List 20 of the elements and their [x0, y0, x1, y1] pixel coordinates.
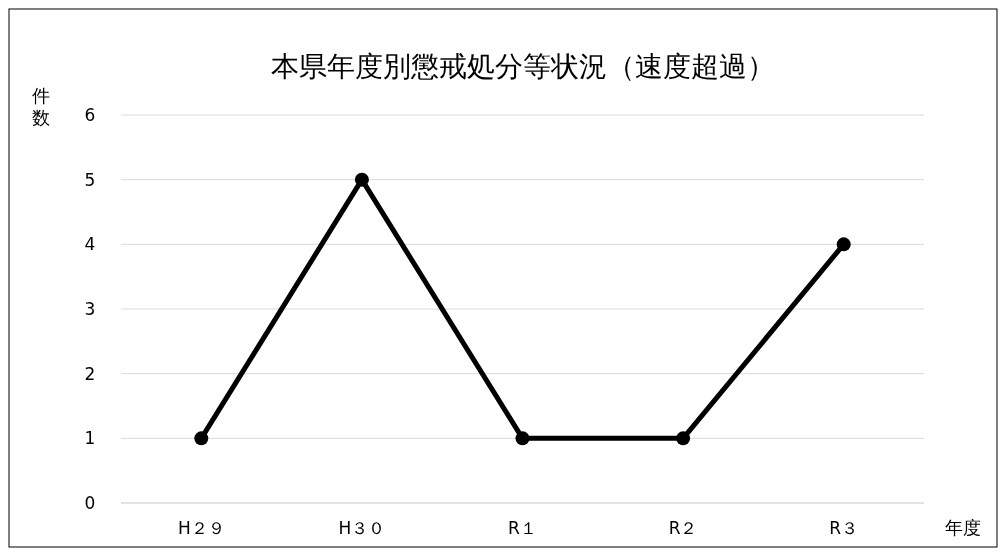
y-tick-label: 0: [84, 493, 96, 513]
y-tick-label: 3: [84, 299, 96, 319]
x-tick-label: R２: [668, 518, 698, 538]
y-tick-label: 6: [84, 105, 96, 125]
x-tick-label: H２９: [177, 518, 225, 538]
x-tick-label: R３: [829, 518, 859, 538]
y-tick-label: 1: [84, 428, 96, 449]
x-axis-title: 年度: [945, 517, 981, 538]
y-tick-label: 4: [84, 234, 96, 255]
point: [676, 431, 691, 446]
x-tick-label: R１: [508, 518, 537, 538]
point: [354, 172, 369, 187]
chart-title: 本県年度別懲戒処分等状況（速度超過）: [270, 50, 775, 83]
point: [194, 431, 209, 446]
y-axis-title: 件数: [32, 85, 50, 128]
point: [836, 237, 851, 252]
y-tick-label: 5: [84, 169, 96, 190]
point: [515, 431, 530, 446]
x-tick-label: H３０: [338, 518, 386, 538]
y-tick-label: 2: [84, 363, 96, 384]
